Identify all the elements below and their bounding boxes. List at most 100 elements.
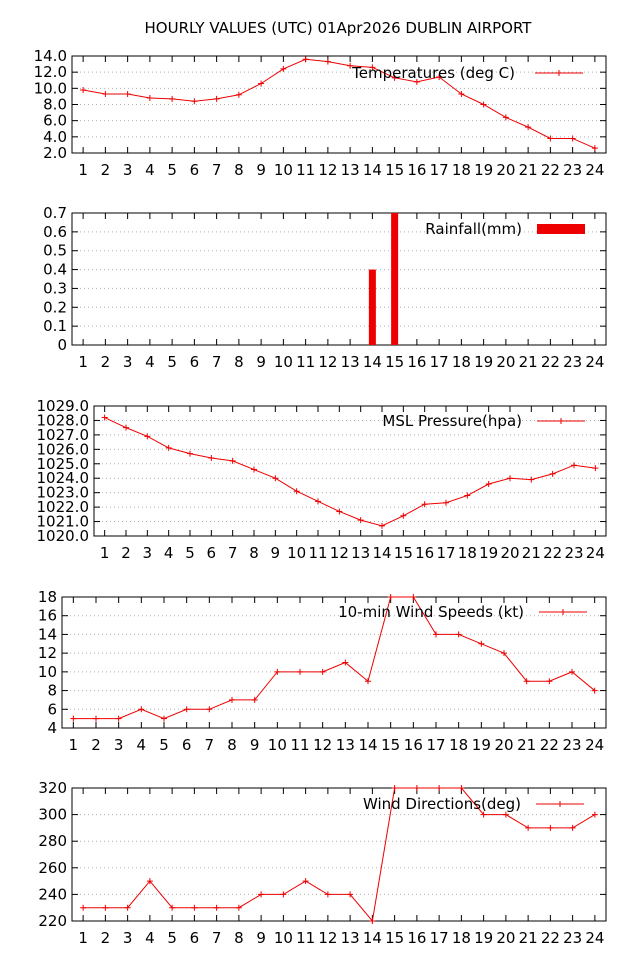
windspeed-xtick-label: 5 — [159, 736, 169, 754]
rainfall-ytick-label: 0.1 — [43, 317, 67, 335]
winddir-xtick-label: 12 — [318, 929, 337, 947]
winddir-data-point — [525, 824, 532, 831]
rainfall-xtick-label: 18 — [452, 353, 471, 371]
temperature-data-point — [124, 90, 131, 97]
winddir-xtick-label: 2 — [101, 929, 111, 947]
winddir-data-point — [280, 891, 287, 898]
pressure-ytick-label: 1029.0 — [37, 397, 90, 415]
winddir-xtick-label: 4 — [145, 929, 155, 947]
winddir-data-point — [569, 824, 576, 831]
temperature-data-point — [436, 74, 443, 81]
temperature-xtick-label: 19 — [474, 161, 493, 179]
pressure-xtick-label: 16 — [415, 544, 434, 562]
windspeed-data-point — [433, 631, 439, 638]
temperature-data-point — [591, 145, 598, 152]
pressure-xtick-label: 2 — [121, 544, 131, 562]
rainfall-xtick-label: 6 — [190, 353, 200, 371]
pressure-data-point — [272, 475, 279, 482]
windspeed-ytick-label: 8 — [47, 682, 57, 700]
windspeed-ytick-label: 18 — [38, 588, 57, 606]
temperature-data-point — [258, 80, 265, 87]
pressure-xtick-label: 19 — [479, 544, 498, 562]
windspeed-data-point — [93, 715, 99, 722]
rainfall-ytick-label: 0.3 — [43, 279, 67, 297]
pressure-xtick-label: 15 — [394, 544, 413, 562]
pressure-plot-frame — [93, 405, 607, 537]
rainfall-ytick-label: 0.6 — [43, 223, 67, 241]
temperature-legend-key — [535, 70, 583, 76]
pressure-ytick-label: 1027.0 — [37, 426, 90, 444]
pressure-data-point — [101, 414, 108, 421]
rainfall-xtick-label: 10 — [274, 353, 293, 371]
winddir-xtick-label: 18 — [452, 929, 471, 947]
windspeed-series-line — [73, 596, 595, 720]
rainfall-xtick-label: 21 — [519, 353, 538, 371]
temperature-xtick-label: 16 — [407, 161, 426, 179]
temperature-legend-label: Temperatures (deg C) — [351, 64, 515, 82]
winddir-data-point — [213, 904, 220, 911]
windspeed-xtick-label: 24 — [585, 736, 604, 754]
pressure-ytick-label: 1026.0 — [37, 440, 90, 458]
rainfall-xtick-label: 3 — [123, 353, 133, 371]
windspeed-data-point — [546, 678, 553, 685]
temperature-xtick-label: 11 — [296, 161, 315, 179]
temperature-ytick-label: 14.0 — [34, 47, 67, 65]
winddir-data-point — [302, 878, 309, 885]
temperature-xtick-label: 13 — [341, 161, 360, 179]
winddir-ytick-label: 240 — [38, 885, 67, 903]
temperature-data-point — [80, 86, 87, 93]
winddir-data-point — [591, 811, 598, 818]
temperature-xtick-label: 17 — [430, 161, 449, 179]
winddir-xtick-label: 19 — [474, 929, 493, 947]
winddir-ytick-label: 260 — [38, 859, 67, 877]
winddir-plot-frame — [71, 787, 607, 922]
pressure-xtick-label: 9 — [271, 544, 281, 562]
pressure-data-point — [443, 499, 449, 506]
pressure-data-point — [187, 450, 193, 457]
temperature-data-point — [569, 135, 576, 142]
winddir-data-point — [391, 785, 398, 791]
winddir-legend-key — [536, 801, 584, 807]
pressure-data-point — [357, 517, 364, 524]
pressure-chart: 1020.01021.01022.01023.01024.01025.01026… — [37, 397, 607, 562]
windspeed-data-point — [206, 706, 213, 713]
winddir-data-point — [146, 878, 153, 885]
winddir-data-point — [235, 904, 242, 911]
rainfall-ytick-label: 0.4 — [43, 261, 67, 279]
windspeed-data-point — [274, 668, 281, 675]
rainfall-xtick-label: 15 — [385, 353, 404, 371]
rainfall-ytick-label: 0.5 — [43, 242, 67, 260]
windspeed-xtick-label: 7 — [205, 736, 215, 754]
temperature-data-point — [369, 64, 376, 71]
winddir-legend-key-marker — [557, 801, 563, 807]
temperature-ytick-label: 10.0 — [34, 79, 67, 97]
temperature-xtick-label: 3 — [123, 161, 133, 179]
windspeed-data-point — [183, 706, 190, 713]
rainfall-xtick-label: 8 — [234, 353, 244, 371]
temperature-ytick-label: 6.0 — [43, 112, 67, 130]
temperature-data-point — [525, 124, 532, 131]
pressure-xtick-label: 6 — [207, 544, 217, 562]
pressure-data-point — [144, 433, 151, 440]
winddir-xtick-label: 24 — [585, 929, 604, 947]
rainfall-xtick-label: 22 — [541, 353, 560, 371]
rainfall-xtick-label: 24 — [585, 353, 604, 371]
windspeed-xtick-label: 1 — [69, 736, 79, 754]
pressure-xtick-label: 3 — [143, 544, 153, 562]
rainfall-ytick-label: 0.7 — [43, 204, 67, 222]
rainfall-xtick-label: 1 — [78, 353, 88, 371]
winddir-data-point — [324, 891, 331, 898]
winddir-series-line — [83, 787, 596, 923]
temperature-ytick-label: 8.0 — [43, 96, 67, 114]
winddir-xtick-label: 9 — [256, 929, 266, 947]
windspeed-data-point — [365, 678, 371, 685]
pressure-ytick-label: 1021.0 — [37, 513, 90, 531]
temperature-data-point — [102, 90, 109, 97]
temperature-data-point — [458, 90, 465, 97]
windspeed-legend-key — [539, 609, 587, 615]
winddir-data-point — [369, 918, 376, 924]
